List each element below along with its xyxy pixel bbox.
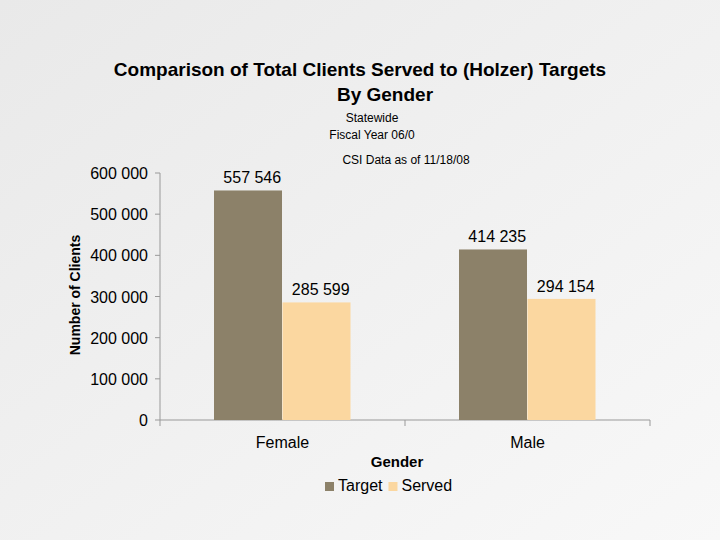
y-tick-label: 0 <box>139 412 148 429</box>
annotation: CSI Data as of 11/18/08 <box>342 153 470 167</box>
y-tick <box>155 378 160 379</box>
data-label: 414 235 <box>468 228 526 245</box>
y-tick-label: 300 000 <box>90 289 148 306</box>
y-tick-label: 500 000 <box>90 206 148 223</box>
title: Comparison of Total Clients Served to (H… <box>114 59 606 105</box>
legend-swatch <box>388 482 397 491</box>
y-tick <box>155 173 160 174</box>
legend-label: Target <box>338 477 383 494</box>
bar <box>459 249 527 420</box>
y-tick-label: 100 000 <box>90 371 148 388</box>
bar <box>528 299 596 420</box>
y-tick <box>155 214 160 215</box>
legend: Target Served <box>325 477 452 494</box>
data-labels: 557 546 414 235 285 599 294 154 <box>223 169 594 298</box>
subtitle: Fiscal Year 06/0 <box>329 128 415 142</box>
y-tick <box>155 420 160 421</box>
data-label: 294 154 <box>537 278 595 295</box>
x-tick-label: Male <box>510 434 545 451</box>
x-tick <box>650 420 651 426</box>
bars <box>214 190 596 420</box>
y-tick <box>155 337 160 338</box>
y-axis-label: Number of Clients <box>67 235 83 356</box>
y-tick <box>155 255 160 256</box>
y-tick-label: 600 000 <box>90 165 148 182</box>
title-line: Comparison of Total Clients Served to (H… <box>114 59 606 80</box>
y-tick <box>155 296 160 297</box>
bar <box>214 190 282 420</box>
x-axis-label: Gender <box>371 453 424 470</box>
data-label: 557 546 <box>223 169 281 186</box>
x-tick <box>160 420 161 426</box>
legend-swatch <box>325 482 334 491</box>
x-tick <box>405 420 406 426</box>
y-tick-label: 400 000 <box>90 247 148 264</box>
x-tick-label: Female <box>256 434 309 451</box>
data-label: 285 599 <box>292 281 350 298</box>
bar <box>283 302 351 420</box>
subtitle: Statewide <box>346 111 399 125</box>
legend-label: Served <box>401 477 452 494</box>
title-line: By Gender <box>337 84 434 105</box>
y-tick-label: 200 000 <box>90 330 148 347</box>
background <box>0 0 720 540</box>
